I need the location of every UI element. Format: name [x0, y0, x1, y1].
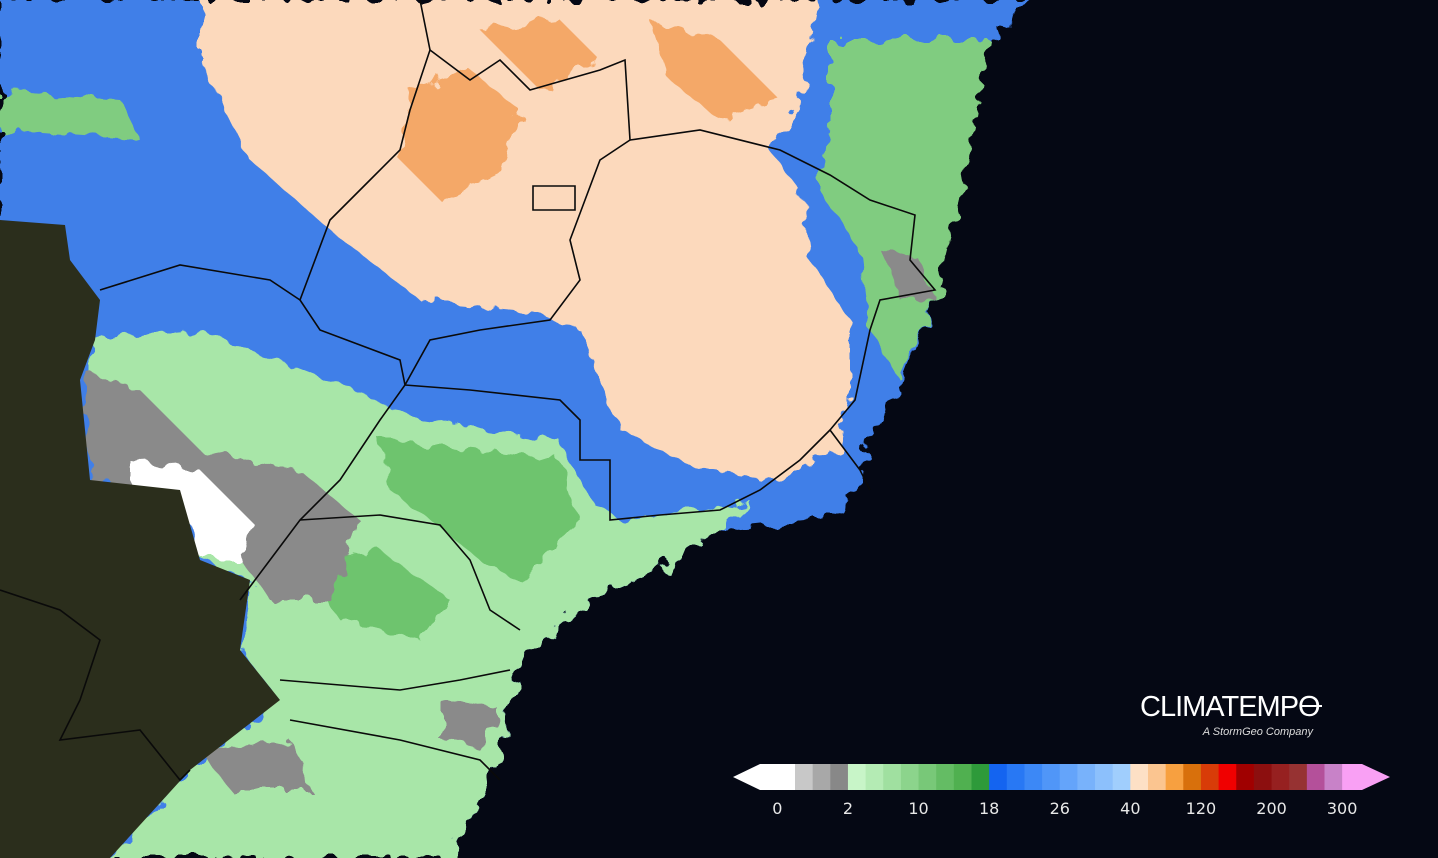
legend-swatch — [1024, 764, 1043, 790]
white-zone — [130, 460, 250, 560]
legend-swatch — [883, 764, 902, 790]
legend-swatch — [1095, 764, 1114, 790]
border — [532, 185, 576, 211]
legend-swatch — [795, 764, 814, 790]
color-legend: 0 2 10 18 26 40 120 200 300 — [733, 764, 1390, 818]
logo-subtitle: A StormGeo Company — [1202, 726, 1315, 738]
legend-swatch — [830, 764, 849, 790]
legend-swatch — [918, 764, 937, 790]
legend-swatch — [936, 764, 955, 790]
legend-swatch — [1042, 764, 1061, 790]
legend-tick-label: 120 — [1186, 799, 1217, 818]
legend-swatch — [900, 764, 920, 790]
border — [404, 384, 831, 521]
border — [404, 49, 631, 386]
state-borders — [0, 0, 935, 780]
border — [239, 0, 431, 601]
border — [279, 669, 511, 781]
legend-swatch — [847, 764, 867, 790]
gray-zone — [85, 250, 935, 790]
legend-tick-label: 18 — [979, 799, 999, 818]
border — [0, 589, 191, 782]
legend-swatch — [812, 764, 831, 790]
legend-tick-label: 40 — [1120, 799, 1140, 818]
land — [0, 0, 1030, 858]
legend-swatch — [1236, 764, 1255, 790]
legend-tick-label: 2 — [843, 799, 853, 818]
legend-tick-label: 300 — [1327, 799, 1358, 818]
legend-swatch — [1077, 764, 1096, 790]
legend-tick-label: 10 — [908, 799, 928, 818]
legend-swatch — [1306, 764, 1325, 790]
legend-swatch — [1183, 764, 1202, 790]
legend-swatch — [1253, 764, 1273, 790]
border — [299, 514, 521, 631]
outside-region — [0, 220, 280, 858]
legend-swatch — [1148, 764, 1167, 790]
legend-swatch — [953, 764, 972, 790]
legend-over — [1342, 764, 1390, 790]
legend-swatch — [1324, 764, 1343, 790]
legend-swatch — [865, 764, 884, 790]
legend-under — [733, 764, 795, 790]
border — [629, 129, 937, 491]
legend-swatch — [1006, 764, 1025, 790]
legend-tick-label: 200 — [1256, 799, 1287, 818]
legend-swatch — [1218, 764, 1237, 790]
legend-swatch — [1130, 764, 1149, 790]
dry-zone — [200, 0, 850, 480]
legend-swatch — [1200, 764, 1220, 790]
legend-swatch — [1289, 764, 1308, 790]
border — [99, 264, 301, 301]
darker-green — [300, 440, 580, 640]
legend-tick-label: 0 — [772, 799, 782, 818]
legend-swatch — [989, 764, 1008, 790]
orange-zone — [400, 20, 780, 200]
legend-swatch — [1271, 764, 1290, 790]
legend-swatch — [1112, 764, 1131, 790]
legend-tick-label: 26 — [1050, 799, 1070, 818]
legend-swatch — [1059, 764, 1078, 790]
logo-title: CLIMATEMPO — [1140, 691, 1320, 723]
legend-swatch — [1165, 764, 1184, 790]
green-zone-north — [0, 40, 990, 380]
legend-swatch — [971, 764, 990, 790]
